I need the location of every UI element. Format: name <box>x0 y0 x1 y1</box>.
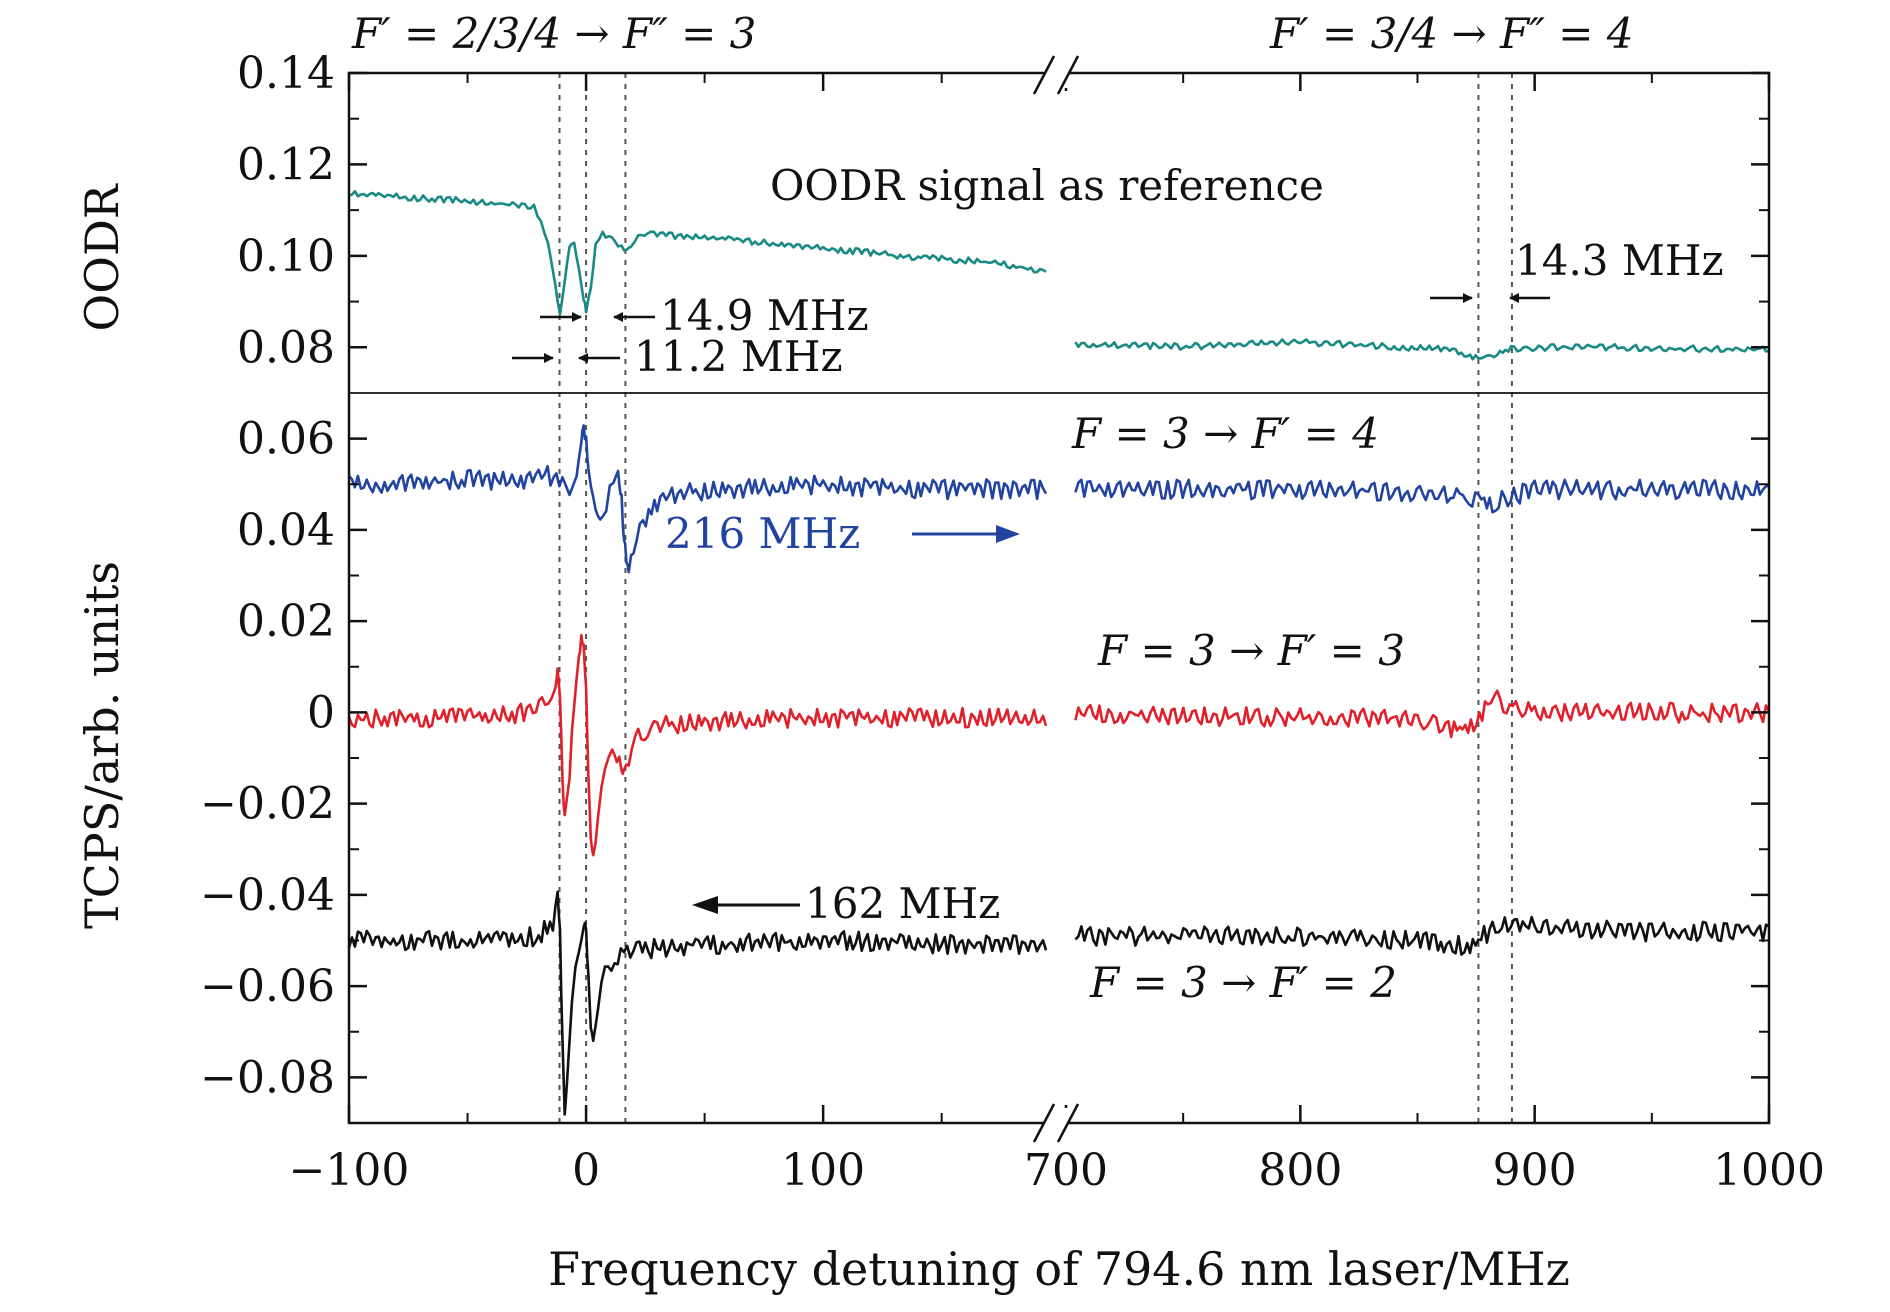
series-oodr-right <box>1074 338 1770 361</box>
y-tick-label: 0.08 <box>237 322 335 373</box>
x-tick-label: 1000 <box>1713 1145 1825 1196</box>
x-tick-label: −100 <box>289 1145 410 1196</box>
y-tick-label: 0.02 <box>237 596 335 647</box>
y-tick-label: −0.08 <box>200 1052 335 1103</box>
y-tick-label: 0.04 <box>237 505 335 556</box>
y-tick-label: 0 <box>307 687 335 738</box>
label-f3-to-f3: F = 3 → F′ = 3 <box>1097 626 1405 675</box>
series-f3-f2-right <box>1074 915 1770 956</box>
axis-break-top <box>1032 55 1080 95</box>
svg-text:162 MHz: 162 MHz <box>805 879 1000 928</box>
x-tick-label: 900 <box>1493 1145 1577 1196</box>
x-axis-title: Frequency detuning of 794.6 nm laser/MHz <box>548 1242 1570 1296</box>
series-f3-f4-right <box>1074 478 1770 514</box>
label-f3-to-f4: F = 3 → F′ = 4 <box>1071 409 1379 458</box>
series-f3-f3-left <box>347 633 1048 857</box>
y-tick-label: 0.10 <box>237 231 335 282</box>
svg-text:14.3 MHz: 14.3 MHz <box>1515 236 1724 285</box>
axis-break-bottom <box>1032 1103 1080 1143</box>
annotation-216-mhz: 216 MHz <box>665 509 1020 558</box>
y-tick-label: 0.14 <box>237 48 335 99</box>
series-f3-f4-left <box>348 424 1048 574</box>
annotation-11-2-mhz: 11.2 MHz <box>512 332 843 381</box>
y-tick-label: 0.12 <box>237 139 335 190</box>
y-tick-label: −0.04 <box>200 870 335 921</box>
series-oodr-left <box>348 190 1047 316</box>
x-tick-label: 700 <box>1024 1145 1108 1196</box>
y-axis-title-oodr: OODR <box>75 183 129 331</box>
series-f3-f2-left <box>347 890 1048 1116</box>
y-tick-label: −0.02 <box>200 779 335 830</box>
oodr-reference-label: OODR signal as reference <box>770 161 1324 210</box>
header-left-transition: F′ = 2/3/4 → F″ = 3 <box>351 9 756 58</box>
svg-text:14.9 MHz: 14.9 MHz <box>660 291 869 340</box>
annotation-14-9-mhz: 14.9 MHz <box>540 291 869 340</box>
label-f3-to-f2: F = 3 → F′ = 2 <box>1089 958 1397 1007</box>
x-tick-label: 100 <box>781 1145 865 1196</box>
x-tick-label: 0 <box>572 1145 600 1196</box>
svg-text:11.2 MHz: 11.2 MHz <box>634 332 843 381</box>
annotation-162-mhz: 162 MHz <box>692 879 1000 928</box>
y-tick-label: 0.06 <box>237 414 335 465</box>
y-tick-label: −0.06 <box>200 961 335 1012</box>
annotation-14-3-mhz: 14.3 MHz <box>1430 236 1724 303</box>
header-right-transition: F′ = 3/4 → F″ = 4 <box>1269 9 1634 58</box>
series-f3-f3-right <box>1074 689 1771 739</box>
y-axis-title-tcps: TCPS/arb. units <box>75 561 129 929</box>
x-tick-label: 800 <box>1258 1145 1342 1196</box>
svg-text:216 MHz: 216 MHz <box>665 509 860 558</box>
